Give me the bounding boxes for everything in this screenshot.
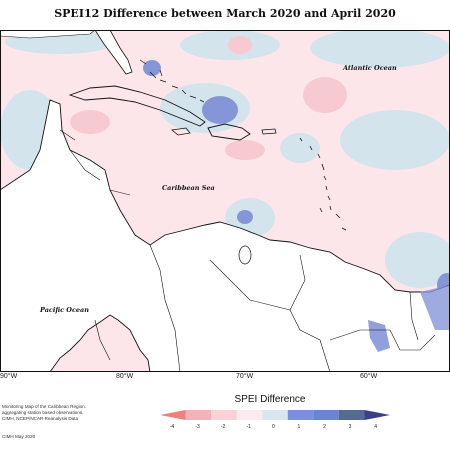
guianas-anomaly [420, 285, 450, 330]
legend-title: SPEI Difference [234, 394, 306, 405]
caribbean-sea-label: Caribbean Sea [162, 184, 215, 192]
lon-label-90w: 90°W [0, 373, 18, 380]
lesser-antilles [299, 137, 347, 231]
legend-swatch [185, 410, 212, 420]
jamaica-outline [171, 127, 191, 136]
legend-tick-label: -2 [220, 424, 226, 430]
map-title: SPEI12 Difference between March 2020 and… [54, 7, 396, 20]
legend-tick-label: 3 [348, 424, 352, 430]
gulf-coast-outline [0, 30, 96, 39]
negative-anomaly-patches [70, 36, 347, 160]
legend-swatch [262, 410, 288, 420]
map-panel: Atlantic Ocean Caribbean Sea Pacific Oce… [0, 30, 450, 372]
pacific-ocean-label: Pacific Ocean [39, 306, 89, 314]
legend-swatch [236, 410, 263, 420]
legend-tick-label: -1 [246, 424, 251, 430]
lon-label-60w: 60°W [360, 373, 378, 380]
legend-tick-label: -4 [169, 424, 175, 430]
country-borders [59, 129, 436, 372]
credits-line-1: Monitoring Map of the Caribbean Region. [2, 404, 87, 409]
hispaniola-outline [207, 123, 251, 141]
legend-tick-label: -3 [195, 424, 200, 430]
legend-tick-label: 2 [323, 424, 326, 430]
legend-swatch [287, 410, 314, 420]
legend-tick-label: 4 [374, 424, 377, 430]
legend-swatch [364, 410, 390, 420]
venezuela-anomaly [368, 320, 390, 352]
legend-swatch [338, 410, 365, 420]
legend-colorbar [160, 410, 390, 420]
credits-line-3: CIMH, NCEP/NCAR Reanalysis Data [2, 416, 79, 421]
spei-map: Atlantic Ocean Caribbean Sea Pacific Oce… [0, 30, 450, 372]
cuba-outline [68, 85, 206, 127]
legend-swatch [211, 410, 237, 420]
legend-tick-label: 0 [272, 424, 275, 430]
lake-maracaibo [238, 245, 252, 265]
lon-label-80w: 80°W [116, 373, 134, 380]
landmass [0, 99, 450, 372]
bahamas-islands [139, 59, 205, 103]
credits-block: Monitoring Map of the Caribbean Region. … [2, 404, 122, 422]
florida-outline [94, 30, 133, 75]
credits-date: CIMH May 2020 [2, 434, 36, 439]
legend-swatch [160, 410, 186, 420]
puerto-rico-outline [261, 128, 277, 135]
legend-tick-label: 1 [297, 424, 301, 430]
legend-swatch [313, 410, 339, 420]
credits-line-2: aggregating station based observations, [2, 410, 84, 415]
atlantic-ocean-label: Atlantic Ocean [342, 64, 397, 72]
lon-label-70w: 70°W [236, 373, 254, 380]
